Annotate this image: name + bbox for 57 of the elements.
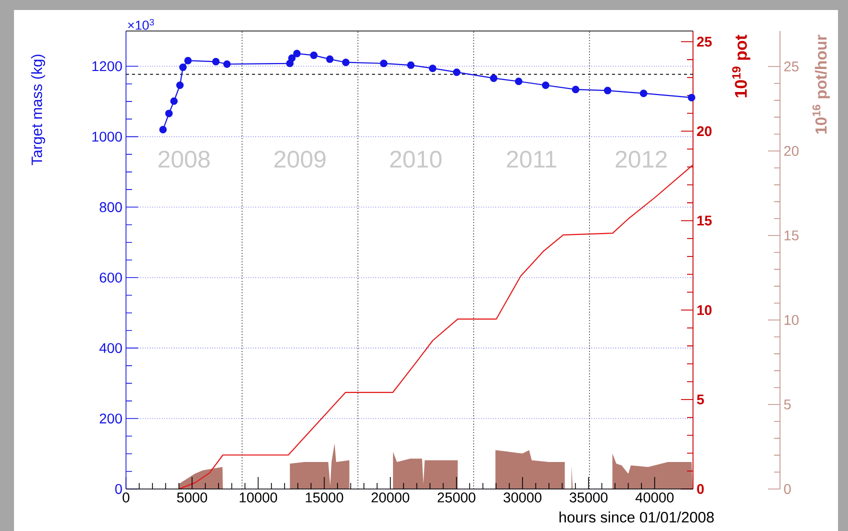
point (452, 68, 460, 76)
point (176, 82, 184, 90)
point (310, 52, 318, 60)
x-tick-label: 15000 (306, 492, 344, 502)
y2-axis-title: 10$^{19}$ pot (732, 34, 750, 98)
point (165, 110, 173, 118)
y3-tick-label: 0 (784, 484, 791, 494)
y3-tick-label: 10 (784, 315, 799, 325)
point (490, 74, 498, 82)
point (342, 58, 350, 66)
y2-tick-label: 25 (697, 36, 712, 47)
y-axis-title: Target mass (kg) (31, 54, 46, 166)
y3-tick-label: 25 (784, 62, 799, 72)
point (428, 64, 436, 72)
y2-tick-label: 15 (697, 216, 712, 226)
y2-tick-label: 0 (697, 484, 704, 494)
x-tick-label: 35000 (570, 492, 608, 502)
x-tick-label: 0 (122, 492, 130, 502)
y-tick-label: 1000 (92, 132, 122, 142)
x-tick-label: 5000 (177, 492, 208, 502)
x-tick-label: 40000 (636, 492, 674, 502)
y3-tick-label: 5 (784, 400, 791, 410)
point (407, 61, 415, 69)
point (179, 64, 187, 72)
point (604, 86, 612, 94)
x-tick-label: 10000 (240, 492, 278, 502)
point (514, 78, 522, 86)
y-tick-label: 800 (100, 202, 122, 212)
x-tick-label: 30000 (504, 492, 542, 502)
point (542, 82, 550, 90)
point (326, 55, 334, 63)
point (223, 60, 231, 68)
y3-tick-label: 20 (784, 146, 799, 156)
point (688, 94, 696, 102)
x-axis-title: hours since 01/01/2008 (560, 512, 714, 523)
y-tick-label: 0 (115, 484, 122, 494)
y3-tick-label: 15 (784, 230, 799, 240)
y3-axis-title: 10$^{16}$ pot/hour (812, 34, 830, 134)
text: ×10$^{3}$ (128, 18, 154, 30)
point (288, 54, 296, 62)
y2-tick-label: 10 (697, 305, 712, 316)
point (572, 86, 580, 94)
y-tick-label: 400 (99, 343, 122, 354)
y-tick-label: 200 (100, 414, 122, 424)
y2-tick-label: 20 (697, 126, 712, 136)
x-tick-label: 25000 (438, 492, 476, 502)
y-tick-label: 1200 (92, 61, 122, 72)
x-tick-label: 20000 (372, 492, 410, 502)
y-tick-label: 600 (100, 272, 122, 283)
y2-tick-label: 5 (696, 394, 704, 404)
point (159, 126, 167, 134)
point (212, 58, 220, 66)
point (170, 97, 178, 105)
point (380, 60, 388, 68)
point (184, 56, 192, 64)
point (293, 50, 301, 58)
point (640, 90, 648, 98)
